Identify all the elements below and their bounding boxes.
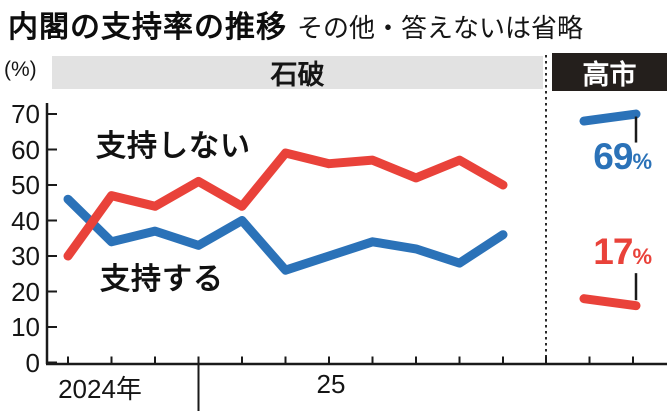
y-axis-tick-label: 30 bbox=[11, 241, 40, 271]
ishiba-era-label: 石破 bbox=[270, 60, 325, 90]
ishiba-era-band: 石破 bbox=[52, 56, 543, 90]
y-axis-tick-label: 50 bbox=[11, 170, 40, 200]
approve-takaichi-segment bbox=[579, 109, 641, 126]
y-axis-tick-label: 40 bbox=[11, 205, 40, 236]
approve-line bbox=[63, 194, 508, 275]
takaichi-disapprove-value-label: 17% bbox=[570, 233, 652, 270]
y-axis-unit-label: (%) bbox=[4, 58, 37, 81]
x-axis-label-25: 25 bbox=[316, 369, 346, 399]
disapprove-value-percent-sign: % bbox=[632, 244, 652, 269]
page-title: 内閣の支持率の推移 bbox=[8, 11, 287, 44]
approve-series-label: 支持する bbox=[100, 263, 224, 296]
approve-value-number: 69 bbox=[593, 136, 633, 177]
disapprove-takaichi-segment bbox=[579, 294, 641, 311]
page-subtitle: その他・答えないは省略 bbox=[297, 13, 584, 43]
takaichi-approve-value-label: 69% bbox=[570, 138, 652, 175]
y-axis-tick-label: 70 bbox=[11, 99, 40, 129]
y-axis-tick-label: 60 bbox=[11, 134, 40, 165]
x-axis-label-2024: 2024年 bbox=[58, 374, 142, 404]
disapprove-line bbox=[63, 148, 508, 261]
header: 内閣の支持率の推移 その他・答えないは省略 bbox=[8, 2, 583, 46]
y-axis-tick-label: 0 bbox=[25, 347, 40, 378]
takaichi-era-box: 高市 bbox=[552, 53, 667, 91]
disapprove-series-label: 支持しない bbox=[96, 130, 251, 163]
y-axis-tick-label: 10 bbox=[11, 312, 40, 342]
disapprove-value-number: 17 bbox=[593, 231, 633, 272]
approve-value-percent-sign: % bbox=[632, 149, 652, 174]
y-axis-tick-label: 20 bbox=[11, 276, 40, 307]
takaichi-era-label: 高市 bbox=[582, 59, 637, 90]
